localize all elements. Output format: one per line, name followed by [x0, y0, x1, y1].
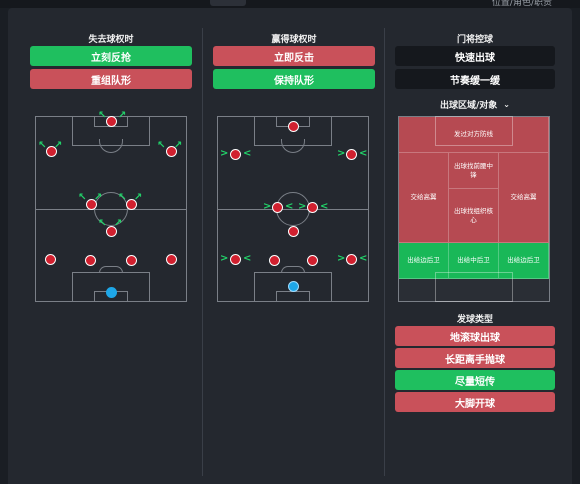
arrow-icon: ↖ — [98, 218, 107, 229]
chevron-down-icon: ⌄ — [503, 99, 510, 109]
goalkeeper-marker[interactable] — [288, 281, 299, 292]
zone-bottom-right[interactable]: 出给边后卫 — [499, 243, 549, 279]
player-marker[interactable] — [166, 254, 177, 265]
arrow-icon: > — [220, 148, 229, 159]
roll-out-button[interactable]: 地滚球出球 — [395, 326, 555, 346]
player-marker[interactable] — [307, 202, 318, 213]
player-marker[interactable] — [272, 202, 283, 213]
zone-left-mid[interactable]: 交给高翼 — [399, 153, 449, 243]
arrow-icon: < — [320, 201, 329, 212]
player-marker[interactable] — [346, 149, 357, 160]
distribution-area-label: 出球区域/对象 — [440, 100, 498, 111]
zone-right-mid[interactable]: 交给高翼 — [499, 153, 549, 243]
arrow-icon: < — [359, 253, 368, 264]
arrow-icon: > — [337, 253, 346, 264]
arrow-icon: ↗ — [118, 110, 127, 121]
zone-bottom-center[interactable]: 出给中后卫 — [449, 243, 499, 279]
arrow-icon: ↗ — [134, 192, 143, 203]
column-divider — [202, 28, 203, 476]
hold-shape-button[interactable]: 保持队形 — [213, 69, 375, 89]
formation-pitch-win: > < > < > < > < > < > < — [217, 116, 369, 302]
slow-pace-button[interactable]: 节奏缓一缓 — [395, 69, 555, 89]
penalty-arc-bottom — [99, 266, 123, 273]
player-marker[interactable] — [126, 199, 137, 210]
goalkeeper-marker[interactable] — [106, 287, 117, 298]
arrow-icon: ↖ — [157, 140, 166, 151]
top-breadcrumb[interactable]: 位置/角色/职责 — [491, 0, 552, 8]
zone-center-mid[interactable]: 出球找组织核心 — [449, 189, 499, 243]
long-kick-button[interactable]: 大脚开球 — [395, 392, 555, 412]
distribute-quickly-button[interactable]: 快速出球 — [395, 46, 555, 66]
arrow-icon: < — [243, 253, 252, 264]
penalty-arc-top — [99, 139, 123, 153]
arrow-icon: ↖ — [78, 192, 87, 203]
arrow-icon: ↗ — [54, 140, 63, 151]
counter-press-button[interactable]: 立刻反抢 — [30, 46, 192, 66]
player-marker[interactable] — [288, 121, 299, 132]
zone-penalty-box-bottom — [435, 272, 513, 302]
arrow-icon: < — [359, 148, 368, 159]
player-marker[interactable] — [288, 226, 299, 237]
zone-center-top[interactable]: 出球找前腰中锋 — [449, 153, 499, 189]
arrow-icon: > — [220, 253, 229, 264]
arrow-icon: > — [263, 201, 272, 212]
arrow-icon: < — [243, 148, 252, 159]
counter-attack-button[interactable]: 立即反击 — [213, 46, 375, 66]
goal-box-bottom — [276, 291, 310, 302]
player-marker[interactable] — [106, 226, 117, 237]
player-marker[interactable] — [346, 254, 357, 265]
zone-top[interactable]: 发过对方防线 — [399, 117, 549, 153]
distribution-zone-map: 发过对方防线 交给高翼 出球找前腰中锋 出球找组织核心 交给高翼 出给边后卫 出… — [398, 116, 550, 302]
arrow-icon: ↖ — [38, 140, 47, 151]
player-marker[interactable] — [307, 255, 318, 266]
player-marker[interactable] — [126, 255, 137, 266]
long-throw-button[interactable]: 长距离手抛球 — [395, 348, 555, 368]
formation-pitch-lose: ↖ ↗ ↖ ↗ ↖ ↗ ↖ ↗ ↖ ↗ ↖ ↗ — [35, 111, 187, 302]
player-marker[interactable] — [86, 199, 97, 210]
zone-penalty-box-top — [435, 116, 513, 146]
tab-handle[interactable] — [210, 0, 246, 6]
arrow-icon: ↗ — [174, 140, 183, 151]
gk-possession-title: 门将控球 — [456, 35, 493, 45]
player-marker[interactable] — [269, 255, 280, 266]
arrow-icon: > — [298, 201, 307, 212]
player-marker[interactable] — [46, 146, 57, 157]
penalty-arc-bottom — [281, 266, 305, 273]
regroup-button[interactable]: 重组队形 — [30, 69, 192, 89]
player-marker[interactable] — [230, 149, 241, 160]
top-strip — [0, 0, 580, 8]
zone-bottom-left[interactable]: 出给边后卫 — [399, 243, 449, 279]
win-possession-title: 赢得球权时 — [271, 35, 317, 45]
player-marker[interactable] — [85, 255, 96, 266]
short-pass-button[interactable]: 尽量短传 — [395, 370, 555, 390]
player-marker[interactable] — [166, 146, 177, 157]
player-marker[interactable] — [45, 254, 56, 265]
player-marker[interactable] — [106, 116, 117, 127]
distribution-area-dropdown[interactable]: 出球区域/对象 ⌄ — [395, 96, 555, 112]
arrow-icon: < — [285, 201, 294, 212]
lose-possession-title: 失去球权时 — [88, 35, 134, 45]
distribution-type-title: 发球类型 — [456, 315, 493, 325]
arrow-icon: > — [337, 148, 346, 159]
player-marker[interactable] — [230, 254, 241, 265]
penalty-arc-top — [281, 139, 305, 153]
arrow-icon: ↗ — [94, 192, 103, 203]
column-divider — [384, 28, 385, 476]
arrow-icon: ↖ — [98, 110, 107, 121]
arrow-icon: ↖ — [118, 192, 127, 203]
arrow-icon: ↗ — [114, 218, 123, 229]
